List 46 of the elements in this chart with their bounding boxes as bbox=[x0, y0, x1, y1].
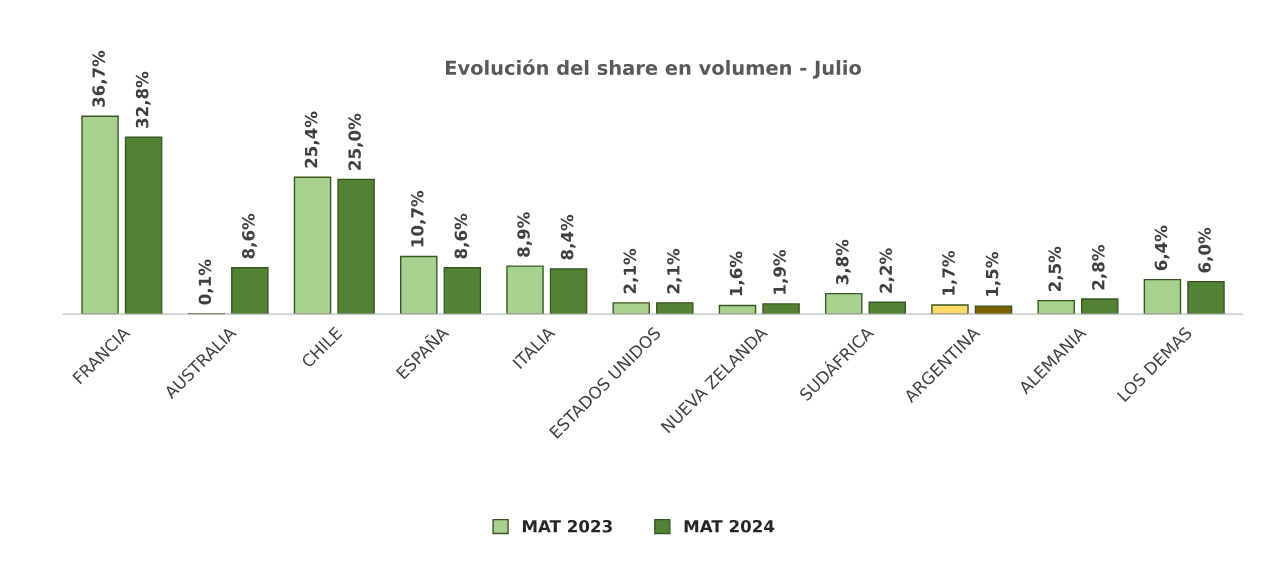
bar bbox=[974, 305, 1013, 315]
data-label: 1,9% bbox=[773, 249, 788, 294]
bar bbox=[762, 303, 800, 315]
data-label: 8,4% bbox=[560, 214, 576, 260]
data-label: 6,4% bbox=[1154, 225, 1170, 271]
bar bbox=[931, 304, 969, 315]
data-label: 1,7% bbox=[942, 250, 957, 295]
bar bbox=[549, 268, 588, 315]
data-label: 2,1% bbox=[623, 248, 639, 294]
data-label: 25,0% bbox=[348, 113, 364, 170]
chart-title: Evolución del share en volumen - Julio bbox=[446, 59, 861, 79]
bar bbox=[231, 267, 269, 315]
bar bbox=[1037, 299, 1075, 315]
bar bbox=[506, 265, 544, 315]
data-label: 1,6% bbox=[729, 251, 745, 296]
legend-label: MAT 2023 bbox=[522, 519, 612, 533]
data-label: 10,7% bbox=[410, 190, 426, 247]
bar bbox=[612, 302, 650, 315]
data-label: 8,6% bbox=[242, 213, 257, 259]
bar bbox=[124, 136, 163, 315]
bar bbox=[868, 301, 907, 315]
bar bbox=[337, 178, 375, 315]
data-label: 25,4% bbox=[304, 111, 320, 168]
data-label: 2,2% bbox=[879, 248, 895, 293]
data-label: 8,9% bbox=[517, 212, 532, 257]
data-label: 2,1% bbox=[667, 248, 682, 294]
data-label: 3,8% bbox=[835, 239, 851, 285]
bar bbox=[656, 302, 694, 315]
bar bbox=[81, 115, 119, 315]
bar bbox=[443, 267, 482, 315]
bar bbox=[400, 255, 438, 315]
bar bbox=[824, 292, 863, 315]
bar bbox=[1143, 278, 1182, 315]
data-label: 1,5% bbox=[985, 252, 1001, 296]
bar bbox=[718, 304, 757, 315]
data-label: 8,6% bbox=[454, 213, 470, 259]
bar bbox=[1080, 298, 1119, 315]
data-label: 32,8% bbox=[135, 71, 151, 128]
data-label: 6,0% bbox=[1198, 227, 1213, 273]
bar bbox=[293, 176, 332, 315]
data-label: 36,7% bbox=[92, 50, 108, 107]
bar bbox=[1187, 281, 1225, 315]
data-label: 2,8% bbox=[1091, 245, 1107, 290]
data-label: 0,1% bbox=[198, 259, 214, 305]
data-label: 2,5% bbox=[1048, 246, 1064, 292]
legend-label: MAT 2024 bbox=[684, 519, 775, 533]
